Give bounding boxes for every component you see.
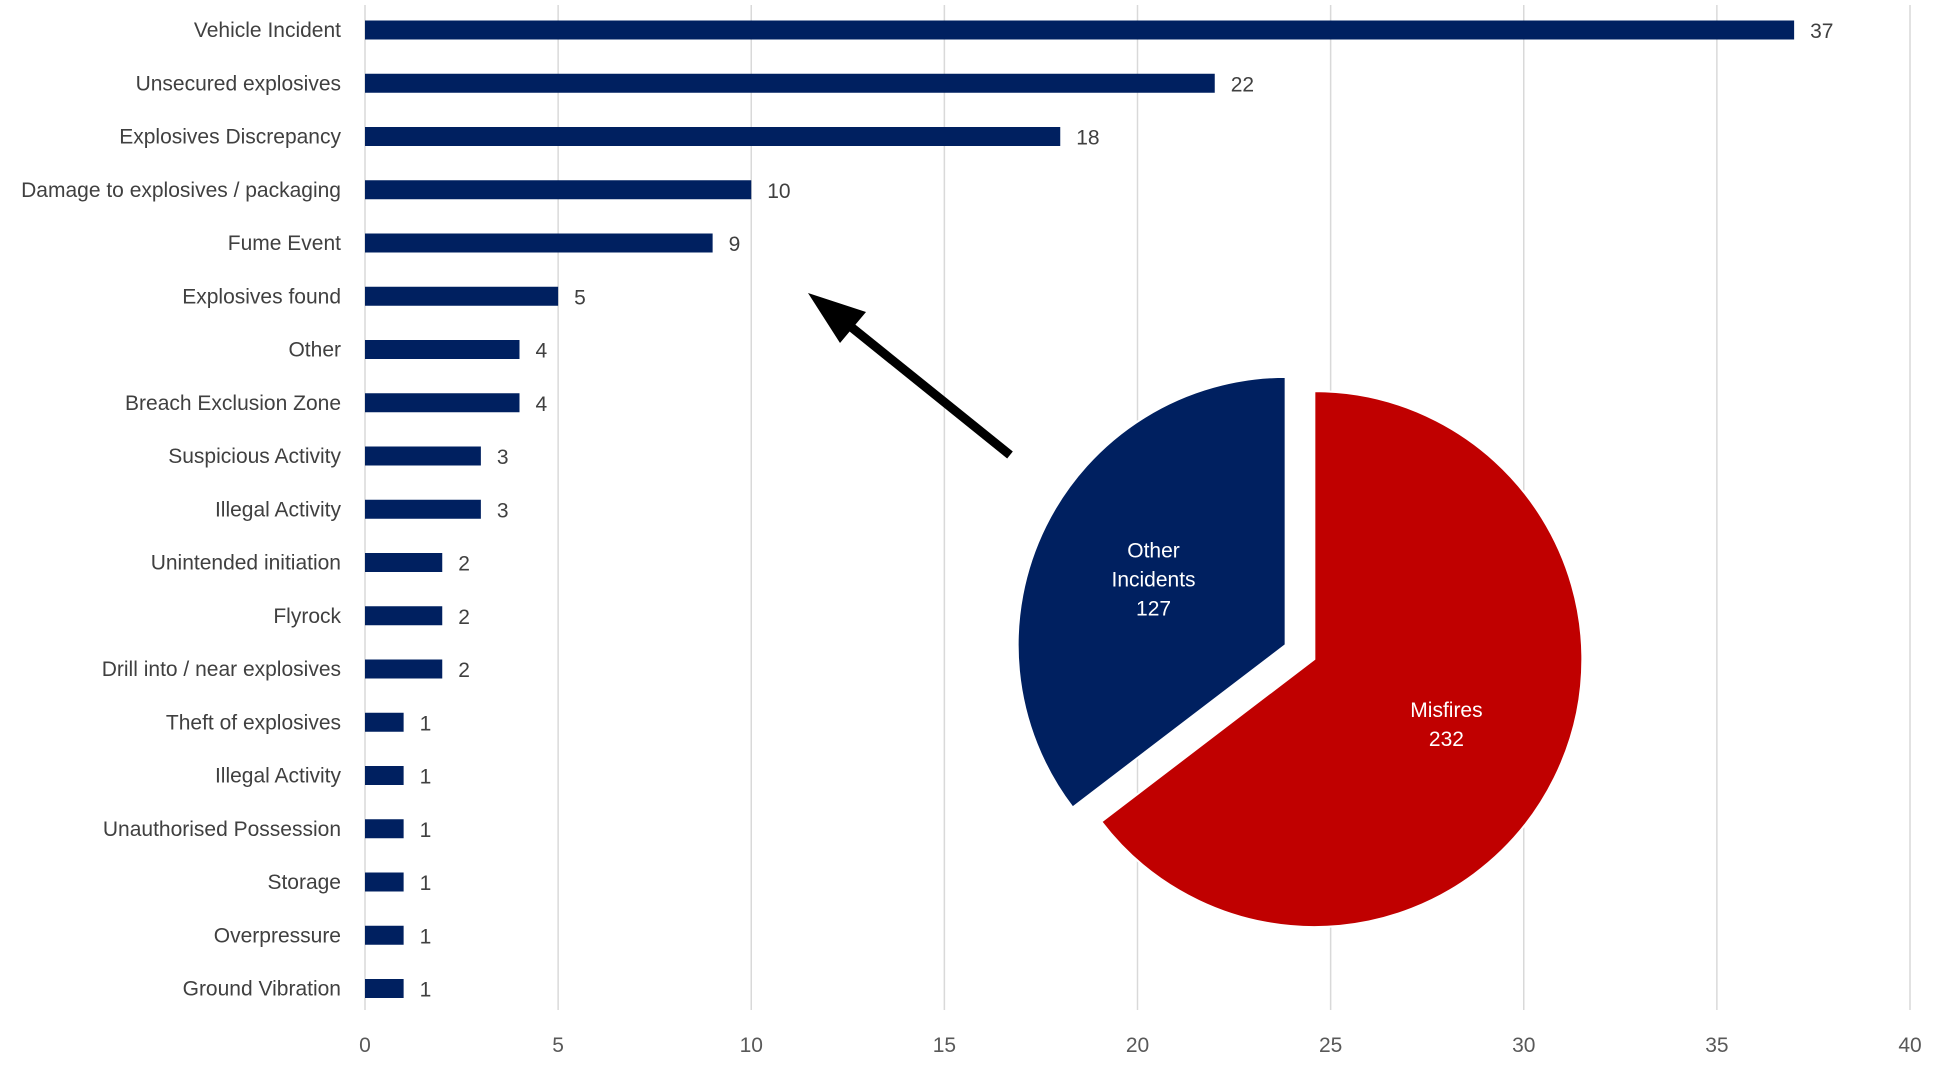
bar [365, 446, 481, 466]
bar-value-label: 1 [420, 819, 432, 842]
category-label: Unauthorised Possession [103, 818, 341, 841]
category-label: Overpressure [214, 924, 341, 947]
bar-value-label: 3 [497, 499, 509, 522]
category-label: Storage [267, 871, 341, 894]
category-label: Illegal Activity [215, 498, 342, 521]
category-label: Flyrock [273, 605, 341, 628]
bar-value-label: 1 [420, 925, 432, 948]
category-label: Suspicious Activity [168, 445, 341, 468]
category-label: Fume Event [228, 232, 341, 255]
category-label: Drill into / near explosives [102, 658, 341, 681]
bar-value-label: 1 [420, 712, 432, 735]
bar [365, 180, 752, 200]
x-tick-label: 35 [1705, 1034, 1728, 1057]
bar-value-label: 2 [458, 606, 470, 629]
bar-value-label: 1 [420, 872, 432, 895]
x-axis-ticks: 0 5 10 15 20 25 30 35 40 [359, 1034, 1922, 1057]
bar-value-label: 2 [458, 659, 470, 682]
bar [365, 766, 404, 785]
pie-label: Misfires [1410, 699, 1482, 722]
bar [365, 20, 1795, 40]
category-labels: Vehicle Incident Unsecured explosives Expl… [21, 19, 341, 1001]
x-tick-label: 40 [1898, 1034, 1921, 1057]
category-label: Vehicle Incident [194, 19, 341, 42]
pie-slice [1016, 375, 1287, 809]
pie-label: 127 [1136, 598, 1171, 621]
x-tick-label: 30 [1512, 1034, 1535, 1057]
category-label: Explosives Discrepancy [119, 126, 341, 149]
category-label: Damage to explosives / packaging [21, 179, 341, 202]
pie-label: Incidents [1112, 569, 1196, 592]
bar-value-label: 1 [420, 979, 432, 1002]
x-tick-label: 20 [1126, 1034, 1149, 1057]
category-label: Unintended initiation [151, 552, 341, 575]
pie-label: Other [1127, 540, 1180, 563]
bar [365, 979, 404, 998]
bar-value-label: 4 [536, 393, 548, 416]
bar [365, 499, 481, 519]
bar [365, 553, 443, 572]
bar [365, 127, 1061, 146]
bar [365, 233, 713, 253]
bar [365, 393, 520, 413]
category-label: Ground Vibration [183, 978, 341, 1001]
x-tick-label: 10 [740, 1034, 763, 1057]
pie-label: 232 [1429, 728, 1464, 751]
bar [365, 872, 404, 892]
category-label: Breach Exclusion Zone [125, 392, 341, 415]
bar-value-label: 4 [536, 340, 548, 363]
bar [365, 286, 559, 306]
bar-value-label: 5 [574, 286, 586, 309]
bar [365, 606, 443, 626]
bar-value-label: 9 [729, 233, 741, 256]
x-tick-label: 5 [552, 1034, 564, 1057]
category-label: Explosives found [182, 285, 341, 308]
bar-value-label: 1 [420, 766, 432, 789]
x-tick-label: 25 [1319, 1034, 1342, 1057]
bar [365, 925, 404, 945]
arrow-shaft [837, 314, 1013, 459]
bar-value-label: 3 [497, 446, 509, 469]
bar-value-label: 10 [767, 180, 790, 203]
pie-chart: Other Incidents 127 Misfires 232 [1016, 375, 1584, 929]
bar [365, 819, 404, 839]
bar [365, 659, 443, 679]
category-label: Unsecured explosives [136, 72, 341, 95]
x-tick-label: 15 [933, 1034, 956, 1057]
category-label: Other [288, 339, 341, 362]
bar-series [365, 20, 1795, 998]
category-label: Theft of explosives [166, 711, 341, 734]
bar-value-label: 37 [1810, 20, 1833, 43]
x-tick-label: 0 [359, 1034, 371, 1057]
arrow-annotation [808, 293, 1013, 459]
bar [365, 712, 404, 732]
arrow-head [808, 293, 866, 343]
bar-value-label: 2 [458, 553, 470, 576]
category-label: Illegal Activity [215, 765, 342, 788]
pie-slice [1099, 390, 1584, 929]
bar [365, 340, 520, 359]
bar [365, 73, 1215, 93]
bar-value-label: 18 [1076, 127, 1099, 150]
bar-value-label: 22 [1231, 73, 1254, 96]
